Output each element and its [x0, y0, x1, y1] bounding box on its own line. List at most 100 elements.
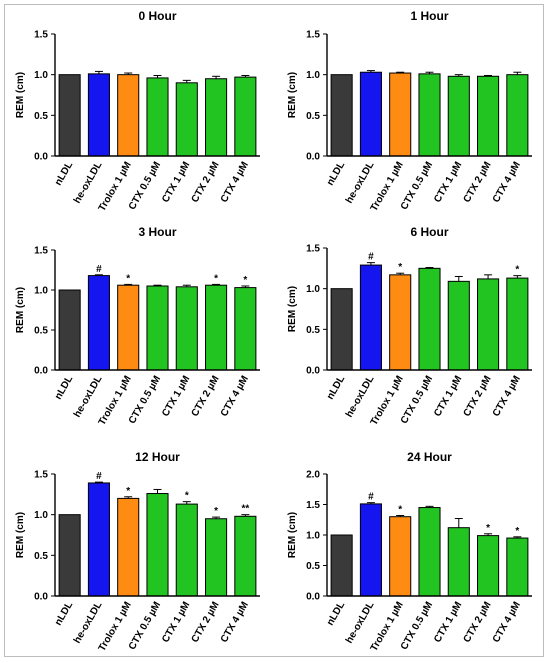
- y-tick-label: 1.5: [306, 500, 320, 511]
- y-axis-label: REM (cm): [15, 512, 26, 558]
- significance-mark: *: [398, 504, 402, 515]
- y-tick-label: 0.5: [34, 326, 48, 337]
- bar-6: [205, 78, 228, 157]
- category-label: CTX 2 µM: [190, 600, 222, 645]
- figure-frame: [4, 4, 544, 657]
- chart-title: 24 Hour: [407, 450, 452, 464]
- y-tick-label: 0.0: [34, 366, 48, 377]
- y-tick-label: 1.0: [306, 70, 320, 81]
- y-tick-label: 1.0: [306, 284, 320, 295]
- bar-2: [87, 73, 110, 157]
- bar-3: [117, 497, 140, 597]
- category-label: CTX 1 µM: [160, 160, 192, 205]
- significance-mark: *: [515, 526, 519, 537]
- chart-title: 3 Hour: [138, 225, 176, 239]
- y-tick-label: 1.0: [34, 70, 48, 81]
- bar-6: [205, 518, 228, 597]
- y-tick-label: 0.5: [306, 561, 320, 572]
- bar-1: [330, 288, 353, 371]
- bar-7: [506, 277, 529, 371]
- category-label: CTX 1 µM: [432, 600, 464, 645]
- significance-mark: *: [486, 523, 490, 534]
- bar-3: [389, 516, 412, 597]
- bar-4: [418, 267, 441, 371]
- y-tick-label: 0.0: [34, 592, 48, 603]
- y-axis-label: REM (cm): [287, 286, 298, 332]
- bar-7: [506, 74, 529, 157]
- category-label: CTX 1 µM: [160, 600, 192, 645]
- bar-7: [234, 76, 257, 157]
- category-label: CTX 4 µM: [219, 374, 251, 419]
- bar-2: [359, 264, 382, 371]
- chart-panel-4: 6 Hour REM (cm) 0.0 0.5 1.0 1.5 nLDL # he-oxLDL *…: [287, 225, 532, 427]
- category-label: he-oxLDL: [344, 160, 377, 205]
- category-label: CTX 2 µM: [462, 160, 494, 205]
- y-tick-label: 0.0: [306, 152, 320, 163]
- significance-mark: *: [515, 265, 519, 276]
- category-label: CTX 1 µM: [432, 374, 464, 419]
- y-axis-label: REM (cm): [287, 512, 298, 558]
- bar-1: [330, 534, 353, 597]
- y-axis-label: REM (cm): [287, 72, 298, 118]
- y-tick-label: 0.5: [306, 325, 320, 336]
- significance-mark: #: [368, 252, 374, 263]
- significance-mark: *: [243, 275, 247, 286]
- category-label: nLDL: [53, 600, 75, 628]
- y-tick-label: 1.5: [34, 246, 48, 257]
- y-tick-label: 1.0: [306, 531, 320, 542]
- bar-7: [234, 515, 257, 597]
- category-label: he-oxLDL: [72, 374, 105, 419]
- category-label: CTX 2 µM: [462, 600, 494, 645]
- bar-1: [58, 74, 81, 157]
- y-axis-label: REM (cm): [15, 72, 26, 118]
- category-label: he-oxLDL: [72, 600, 105, 645]
- bar-2: [359, 71, 382, 157]
- category-label: CTX 2 µM: [190, 374, 222, 419]
- chart-panel-6: 24 Hour REM (cm) 0.0 0.5 1.0 1.5 2.0 nLDL # he-ox…: [287, 450, 532, 653]
- y-tick-label: 1.5: [306, 30, 320, 41]
- significance-mark: **: [241, 504, 249, 515]
- category-label: CTX 1 µM: [432, 160, 464, 205]
- y-tick-label: 1.0: [34, 286, 48, 297]
- bar-5: [447, 280, 470, 371]
- bar-4: [146, 285, 169, 371]
- y-tick-label: 1.5: [34, 30, 48, 41]
- bar-5: [175, 503, 198, 597]
- bar-6: [477, 75, 500, 157]
- bar-4: [146, 493, 169, 597]
- y-tick-label: 0.0: [306, 366, 320, 377]
- significance-mark: *: [126, 486, 130, 497]
- bar-3: [117, 284, 140, 371]
- chart-title: 6 Hour: [410, 225, 448, 239]
- chart-title: 0 Hour: [138, 9, 176, 23]
- bar-3: [117, 74, 140, 157]
- chart-title: 1 Hour: [410, 9, 448, 23]
- bar-1: [58, 289, 81, 371]
- category-label: nLDL: [53, 374, 75, 402]
- category-label: nLDL: [53, 160, 75, 188]
- category-label: he-oxLDL: [344, 600, 377, 645]
- significance-mark: *: [214, 506, 218, 517]
- bar-1: [58, 514, 81, 597]
- category-label: CTX 2 µM: [190, 160, 222, 205]
- bar-2: [87, 482, 110, 597]
- chart-panel-3: 3 Hour REM (cm) 0.0 0.5 1.0 1.5 nLDL # he-oxLDL *…: [15, 225, 260, 427]
- y-tick-label: 2.0: [306, 470, 320, 481]
- significance-mark: #: [96, 471, 102, 482]
- y-tick-label: 1.5: [306, 244, 320, 255]
- y-tick-label: 1.0: [34, 510, 48, 521]
- bar-5: [175, 286, 198, 371]
- bar-5: [447, 75, 470, 157]
- bar-2: [87, 275, 110, 371]
- category-label: CTX 1 µM: [160, 374, 192, 419]
- category-label: nLDL: [325, 374, 347, 402]
- category-label: CTX 4 µM: [491, 160, 523, 205]
- bar-5: [175, 82, 198, 157]
- bar-4: [418, 507, 441, 597]
- category-label: nLDL: [325, 600, 347, 628]
- y-tick-label: 0.0: [306, 592, 320, 603]
- y-tick-label: 0.5: [306, 111, 320, 122]
- bar-5: [447, 527, 470, 597]
- y-tick-label: 0.5: [34, 111, 48, 122]
